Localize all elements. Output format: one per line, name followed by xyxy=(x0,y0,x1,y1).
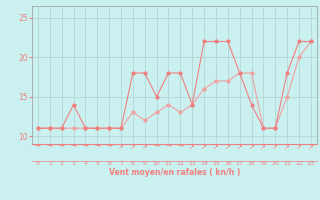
X-axis label: Vent moyen/en rafales ( kn/h ): Vent moyen/en rafales ( kn/h ) xyxy=(109,168,240,177)
